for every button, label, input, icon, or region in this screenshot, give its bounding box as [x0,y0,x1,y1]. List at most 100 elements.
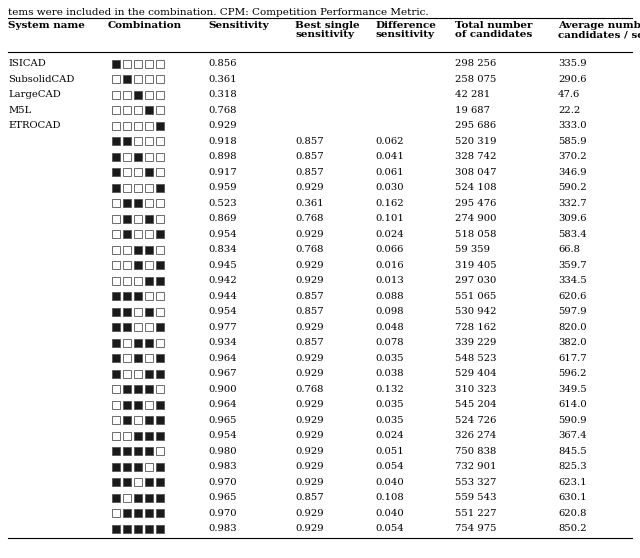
Bar [123,90,131,99]
Text: 0.857: 0.857 [295,493,324,502]
Bar [145,292,153,300]
Text: 0.857: 0.857 [295,152,324,161]
Bar [145,246,153,253]
Bar [156,509,164,517]
Text: 0.942: 0.942 [208,276,237,285]
Text: 0.954: 0.954 [208,431,237,440]
Text: 524 108: 524 108 [455,183,497,192]
Bar [123,385,131,393]
Bar [156,323,164,331]
Text: 0.929: 0.929 [295,478,324,487]
Bar [134,525,142,532]
Bar [134,246,142,253]
Text: 0.929: 0.929 [295,183,324,192]
Bar [123,354,131,362]
Bar [156,339,164,347]
Text: ISICAD: ISICAD [8,59,45,68]
Text: 0.929: 0.929 [295,446,324,455]
Text: 0.967: 0.967 [208,369,237,378]
Text: 290.6: 290.6 [558,75,586,84]
Text: 0.954: 0.954 [208,307,237,316]
Text: 335.9: 335.9 [558,59,587,68]
Bar [145,261,153,269]
Bar [134,307,142,315]
Text: 750 838: 750 838 [455,446,497,455]
Bar [112,339,120,347]
Bar [112,525,120,532]
Bar [156,230,164,238]
Text: 0.929: 0.929 [295,400,324,409]
Text: 328 742: 328 742 [455,152,497,161]
Text: 339 229: 339 229 [455,338,497,347]
Text: 0.054: 0.054 [375,462,404,471]
Bar [112,323,120,331]
Text: Combination: Combination [108,21,182,30]
Bar [112,90,120,99]
Bar [156,261,164,269]
Bar [123,463,131,470]
Bar [145,184,153,191]
Text: 258 075: 258 075 [455,75,497,84]
Text: 0.929: 0.929 [295,508,324,517]
Text: 332.7: 332.7 [558,199,587,208]
Bar [134,122,142,129]
Bar [112,307,120,315]
Text: ETROCAD: ETROCAD [8,121,61,130]
Bar [156,463,164,470]
Text: 0.980: 0.980 [208,446,237,455]
Bar [123,75,131,83]
Text: 367.4: 367.4 [558,431,587,440]
Bar [134,292,142,300]
Bar [145,525,153,532]
Bar [156,106,164,114]
Bar [134,277,142,285]
Bar [112,463,120,470]
Text: 309.6: 309.6 [558,214,586,223]
Text: 728 162: 728 162 [455,323,497,331]
Text: 0.035: 0.035 [375,354,404,363]
Text: 0.857: 0.857 [295,137,324,146]
Text: 590.2: 590.2 [558,183,587,192]
Text: 617.7: 617.7 [558,354,587,363]
Text: Total number: Total number [455,21,532,30]
Text: 620.8: 620.8 [558,508,586,517]
Text: 845.5: 845.5 [558,446,587,455]
Bar [112,214,120,223]
Text: 524 726: 524 726 [455,416,497,425]
Text: 359.7: 359.7 [558,261,587,270]
Bar [123,292,131,300]
Text: 310 323: 310 323 [455,384,497,393]
Text: 0.016: 0.016 [375,261,404,270]
Bar [123,199,131,207]
Bar [123,246,131,253]
Bar [123,168,131,176]
Bar [112,168,120,176]
Text: 346.9: 346.9 [558,167,587,176]
Bar [156,478,164,486]
Bar [145,385,153,393]
Text: 42 281: 42 281 [455,90,490,99]
Bar [112,60,120,68]
Text: 0.318: 0.318 [208,90,237,99]
Text: 0.929: 0.929 [208,121,237,130]
Bar [145,152,153,161]
Text: 0.062: 0.062 [375,137,403,146]
Bar [134,401,142,408]
Bar [145,230,153,238]
Bar [156,431,164,440]
Bar [134,168,142,176]
Bar [134,261,142,269]
Bar [112,261,120,269]
Text: 559 543: 559 543 [455,493,497,502]
Text: 0.051: 0.051 [375,446,404,455]
Text: 0.929: 0.929 [295,229,324,238]
Bar [145,75,153,83]
Bar [156,447,164,455]
Bar [145,168,153,176]
Text: 0.929: 0.929 [295,369,324,378]
Bar [156,122,164,129]
Text: 0.929: 0.929 [295,462,324,471]
Text: 529 404: 529 404 [455,369,497,378]
Text: sensitivity: sensitivity [375,30,434,39]
Text: 0.945: 0.945 [208,261,237,270]
